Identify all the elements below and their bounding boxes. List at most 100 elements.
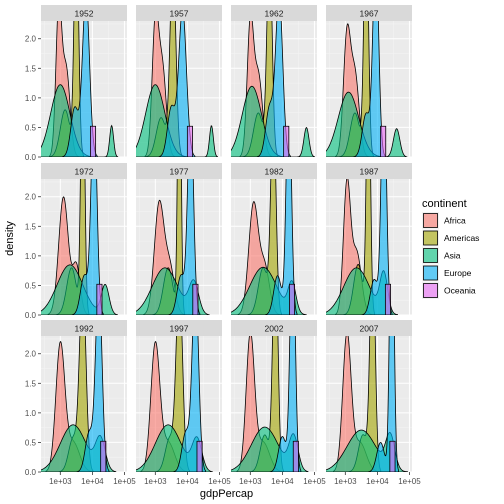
- legend-key: [423, 248, 438, 263]
- density-layer: [41, 21, 119, 157]
- density-layer: [326, 21, 408, 157]
- facet-1992: 1992 0.0 0.5 1.0 1.5 2.0 1e+03 1e+04 1e+05: [25, 320, 136, 486]
- density-europe: [71, 179, 104, 315]
- y-tick-label: 0.0: [25, 153, 37, 162]
- facet-strip: [231, 163, 317, 179]
- facet-strip: [41, 5, 127, 21]
- y-axis-label: density: [4, 221, 16, 256]
- x-tick-label: 1e+03: [239, 477, 262, 486]
- facet-strip-label: 1997: [170, 324, 189, 334]
- legend-key: [423, 265, 438, 281]
- legend-item-africa: Africa: [422, 212, 466, 229]
- density-layer: [136, 336, 213, 472]
- y-tick-label: 1.5: [25, 64, 37, 73]
- x-tick-label: 1e+03: [49, 477, 72, 486]
- y-tick-label: 1.0: [25, 252, 37, 261]
- density-oceania: [283, 125, 290, 157]
- legend-item-asia: Asia: [422, 247, 461, 264]
- density-oceania: [100, 440, 107, 472]
- legend-key: [423, 230, 438, 246]
- density-layer: [231, 21, 316, 157]
- density-europe: [76, 336, 110, 472]
- facet-strip: [41, 163, 127, 179]
- legend-item-europe: Europe: [422, 264, 472, 282]
- legend-label: Europe: [444, 268, 472, 278]
- y-tick-label: 1.0: [25, 409, 37, 418]
- density-europe: [173, 336, 207, 472]
- facet-1962: 1962: [231, 5, 317, 158]
- facet-strip-label: 1967: [360, 9, 379, 19]
- x-tick-label: 1e+05: [113, 477, 136, 486]
- density-oceania: [380, 125, 387, 157]
- legend-key: [423, 283, 438, 298]
- density-layer: [41, 179, 118, 315]
- facet-strip: [136, 163, 222, 179]
- facet-strip-label: 2002: [265, 324, 284, 334]
- y-tick-label: 0.5: [25, 123, 37, 132]
- legend-label: Asia: [444, 251, 461, 261]
- density-europe: [269, 336, 302, 472]
- facet-strip-label: 1962: [265, 9, 284, 19]
- facet-strip-label: 1952: [75, 9, 94, 19]
- y-tick-label: 2.0: [25, 193, 37, 202]
- density-oceania: [90, 125, 97, 157]
- facet-strip: [326, 5, 412, 21]
- density-asia: [326, 91, 408, 157]
- facet-strip: [41, 320, 127, 336]
- facet-strip-label: 1987: [360, 167, 379, 177]
- density-oceania: [96, 283, 103, 315]
- y-tick-label: 0.5: [25, 281, 37, 290]
- facet-strip-label: 1972: [75, 167, 94, 177]
- density-asia: [41, 264, 118, 315]
- legend-label: Americas: [444, 233, 479, 243]
- x-tick-label: 1e+04: [271, 477, 294, 486]
- facet-strip-label: 1957: [170, 9, 189, 19]
- density-oceania: [196, 440, 203, 472]
- density-europe: [264, 179, 298, 315]
- y-tick-label: 0.5: [25, 438, 37, 447]
- y-tick-label: 2.0: [25, 350, 37, 359]
- legend: continent Africa Americas Asia Europe Oceani…: [422, 198, 479, 299]
- density-layer: [326, 336, 408, 472]
- facet-panels: 1952 0.0 0.5 1.0 1.5 2.0 1957 1962 1967 1972 0.0 0.…: [25, 5, 421, 486]
- density-europe: [168, 179, 201, 315]
- facet-strip: [231, 5, 317, 21]
- facet-1997: 1997 1e+03 1e+04 1e+05: [136, 320, 231, 486]
- density-oceania: [289, 283, 296, 315]
- facet-1952: 1952 0.0 0.5 1.0 1.5 2.0: [25, 5, 127, 162]
- facet-1987: 1987: [326, 163, 412, 316]
- facet-strip: [231, 320, 317, 336]
- x-tick-label: 1e+05: [303, 477, 326, 486]
- x-tick-label: 1e+04: [81, 477, 104, 486]
- x-tick-label: 1e+05: [208, 477, 231, 486]
- y-tick-label: 0.0: [25, 311, 37, 320]
- facet-strip-label: 2007: [360, 324, 379, 334]
- facet-1967: 1967: [326, 5, 412, 158]
- y-tick-label: 2.0: [25, 35, 37, 44]
- density-layer: [136, 179, 210, 315]
- x-tick-label: 1e+03: [144, 477, 167, 486]
- facet-1957: 1957: [136, 5, 222, 158]
- facet-strip-label: 1992: [75, 324, 94, 334]
- density-europe: [158, 21, 196, 157]
- x-tick-label: 1e+05: [398, 477, 421, 486]
- legend-label: Africa: [444, 216, 466, 226]
- facet-strip-label: 1977: [170, 167, 189, 177]
- y-tick-label: 1.5: [25, 379, 37, 388]
- density-oceania: [186, 125, 193, 157]
- facet-strip-label: 1982: [265, 167, 284, 177]
- density-europe: [62, 21, 98, 157]
- facet-1982: 1982: [231, 163, 317, 316]
- legend-key: [423, 213, 438, 228]
- facet-strip: [326, 163, 412, 179]
- density-europe: [256, 21, 291, 157]
- legend-item-oceania: Oceania: [422, 282, 476, 299]
- density-layer: [136, 21, 218, 157]
- y-tick-label: 0.0: [25, 468, 37, 477]
- facet-2007: 2007 1e+03 1e+04 1e+05: [326, 320, 421, 486]
- x-tick-label: 1e+04: [366, 477, 389, 486]
- density-layer: [231, 336, 309, 472]
- facet-strip: [136, 5, 222, 21]
- legend-item-americas: Americas: [422, 229, 479, 247]
